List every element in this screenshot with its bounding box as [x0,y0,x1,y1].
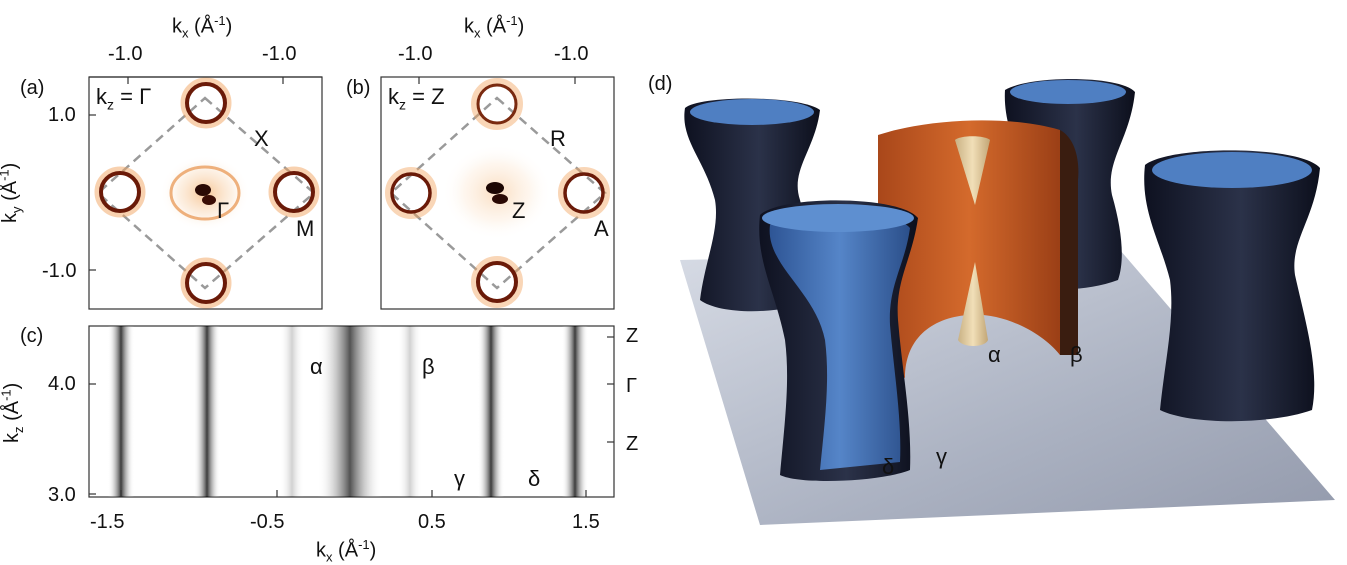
panel-b-point-edge: R [550,126,566,151]
panel-a-point-edge: X [254,126,269,151]
kx-tick-a-left: -1.0 [108,43,143,65]
panel-d-band-alpha: α [988,342,1001,367]
kx-tick-b-left: -1.0 [398,43,433,65]
panel-d-fermi-surface [680,78,1335,525]
panel-b-tag: (b) [346,77,371,99]
kz-tick-bottom: 3.0 [48,484,76,506]
panel-c-band-beta: β [422,354,435,379]
kx-axis-title-b: kx (Å-1) [464,13,525,41]
ky-axis-title: ky (Å-1) [0,162,24,223]
panel-b-kz-label: kz = Z [388,84,445,113]
panel-a-kz-label: kz = Γ [96,84,152,113]
panel-c-band-alpha: α [310,354,323,379]
panel-a-tag: (a) [20,77,45,99]
kz-axis-title: kz (Å-1) [0,382,26,443]
panel-c-tag: (c) [20,325,44,347]
kx-bottom-tick-2: -0.5 [250,511,285,533]
kx-tick-b-right: -1.0 [554,43,589,65]
panel-c-right-tick-z-top: Z [626,325,639,347]
kx-bottom-tick-1: -1.5 [90,511,125,533]
panel-b-point-center: Z [512,198,526,223]
panel-b-map [380,76,615,310]
kx-bottom-tick-4: 1.5 [572,511,600,533]
panel-c-right-tick-z-bottom: Z [626,433,639,455]
panel-a-point-center: Γ [217,198,230,223]
panel-a-map [88,76,323,310]
panel-c-band-gamma: γ [454,466,465,491]
panel-d-tag: (d) [648,73,673,95]
kx-tick-a-right: -1.0 [262,43,297,65]
panel-d-band-beta: β [1070,342,1083,367]
ky-tick-bottom: -1.0 [42,260,77,282]
panel-a-point-corner: M [296,216,315,241]
ky-tick-top: 1.0 [48,104,76,126]
kx-bottom-axis-title: kx (Å-1) [316,537,377,565]
panel-d-band-gamma: γ [936,444,947,469]
panel-c-right-tick-gamma: Γ [626,375,638,397]
panel-b-point-corner: A [594,216,609,241]
panel-ab-ticks [89,77,576,271]
kx-bottom-tick-3: 0.5 [418,511,446,533]
kz-tick-top: 4.0 [48,373,76,395]
panel-c-band-delta: δ [528,466,541,491]
panel-c-cut [88,325,615,498]
kx-axis-title-a: kx (Å-1) [172,13,233,41]
panel-d-band-delta: δ [882,454,895,479]
